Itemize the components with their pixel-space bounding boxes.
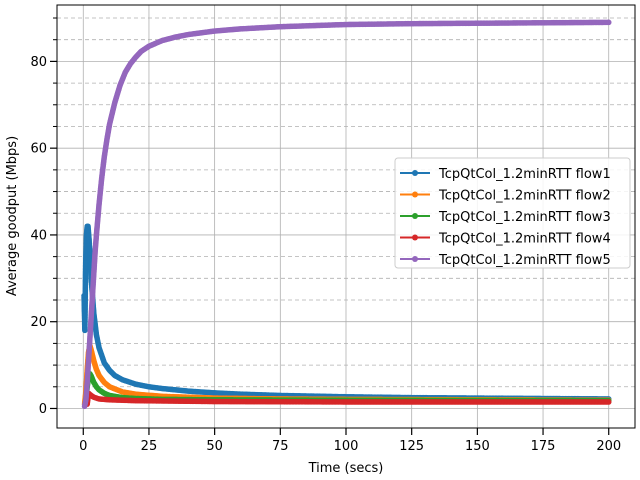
legend-marker-swatch bbox=[412, 256, 418, 262]
x-axis-label: Time (secs) bbox=[308, 461, 384, 476]
x-tick-label: 25 bbox=[141, 439, 158, 454]
legend-marker-swatch bbox=[412, 191, 418, 198]
legend-entry: TcpQtCol_1.2minRTT flow3 bbox=[400, 210, 611, 225]
y-tick-label: 60 bbox=[30, 142, 47, 157]
y-tick-label: 20 bbox=[30, 315, 47, 330]
legend-label: TcpQtCol_1.2minRTT flow1 bbox=[438, 167, 611, 182]
x-tick-label: 150 bbox=[465, 439, 490, 454]
y-tick-label: 40 bbox=[30, 228, 47, 243]
x-tick-label: 50 bbox=[206, 439, 223, 454]
y-tick-label: 80 bbox=[30, 55, 47, 70]
legend-box bbox=[394, 157, 631, 269]
legend-label: TcpQtCol_1.2minRTT flow2 bbox=[438, 189, 611, 204]
grid-lines bbox=[57, 5, 635, 428]
series-marker bbox=[605, 399, 612, 405]
legend-entry: TcpQtCol_1.2minRTT flow1 bbox=[400, 167, 611, 182]
x-tick-label: 75 bbox=[272, 439, 289, 454]
legend-entry: TcpQtCol_1.2minRTT flow2 bbox=[400, 189, 611, 204]
y-axis-label: Average goodput (Mbps) bbox=[5, 136, 20, 296]
series-5 bbox=[81, 19, 612, 410]
x-tick-label: 0 bbox=[79, 439, 87, 454]
legend-marker-swatch bbox=[412, 234, 418, 241]
series-4 bbox=[84, 390, 612, 407]
legend-marker-swatch bbox=[412, 213, 418, 219]
legend: TcpQtCol_1.2minRTT flow1 TcpQtCol_1.2minR… bbox=[394, 157, 631, 269]
legend-label: TcpQtCol_1.2minRTT flow3 bbox=[438, 210, 611, 225]
series-lines bbox=[81, 19, 612, 410]
x-tick-label: 200 bbox=[596, 439, 621, 454]
legend-label: TcpQtCol_1.2minRTT flow5 bbox=[438, 253, 611, 268]
x-tick-label: 125 bbox=[399, 439, 424, 454]
x-tick-label: 100 bbox=[334, 439, 359, 454]
legend-label: TcpQtCol_1.2minRTT flow4 bbox=[438, 232, 611, 247]
series-marker bbox=[605, 19, 612, 26]
legend-entry: TcpQtCol_1.2minRTT flow5 bbox=[400, 253, 611, 268]
x-tick-label: 175 bbox=[531, 439, 556, 454]
axis-ticks: 0 20 40 60 80 0 25 50 75 100 125 150 175 200 bbox=[30, 17, 621, 454]
legend-entry: TcpQtCol_1.2minRTT flow4 bbox=[400, 232, 611, 247]
y-tick-label: 0 bbox=[39, 402, 47, 417]
legend-marker-swatch bbox=[412, 170, 418, 176]
